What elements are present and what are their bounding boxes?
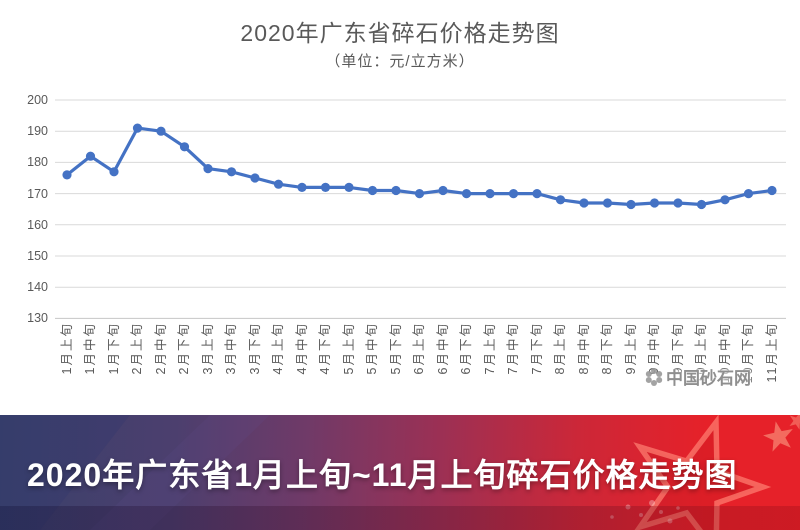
banner-title: 2020年广东省1月上旬~11月上旬碎石价格走势图 <box>27 456 738 493</box>
x-category-label: 9月上旬 <box>623 322 638 375</box>
x-category-label: 5月中旬 <box>365 322 379 375</box>
bottom-banner: 2020年广东省1月上旬~11月上旬碎石价格走势图 <box>0 415 800 530</box>
x-category-label: 7月下旬 <box>529 322 544 375</box>
x-category-label: 3月中旬 <box>224 322 238 375</box>
small-star-icon <box>763 421 793 452</box>
data-point-marker <box>649 198 660 208</box>
data-point-marker <box>461 189 472 199</box>
data-point-marker <box>250 173 260 183</box>
data-point-marker <box>226 167 237 177</box>
data-point-marker <box>555 195 566 205</box>
x-category-label: 3月上旬 <box>200 322 215 375</box>
data-point-marker <box>156 126 166 136</box>
sand-stone-net-logo-icon <box>645 367 663 386</box>
x-category-label: 8月中旬 <box>576 322 591 375</box>
data-point-marker <box>602 198 613 208</box>
data-point-marker <box>62 170 72 180</box>
x-category-label: 7月中旬 <box>506 322 520 375</box>
data-point-marker <box>391 185 401 196</box>
data-point-marker <box>132 123 143 133</box>
price-trend-line-chart <box>55 99 786 319</box>
data-point-marker <box>696 199 707 210</box>
watermark-text: 中国砂石网 <box>666 369 751 388</box>
watermark: 中国砂石网 <box>644 364 751 389</box>
x-category-label: 5月下旬 <box>388 322 403 375</box>
data-point-marker <box>485 189 495 199</box>
banner-decor <box>0 415 800 530</box>
y-tick-label: 180 <box>27 155 48 170</box>
y-tick-label: 170 <box>27 186 48 201</box>
x-category-label: 6月下旬 <box>459 322 473 375</box>
x-category-label: 1月下旬 <box>106 322 121 375</box>
x-category-label: 4月上旬 <box>271 322 285 375</box>
x-category-label: 6月中旬 <box>435 322 450 375</box>
tiny-star-icon <box>789 415 800 430</box>
data-point-marker <box>508 189 519 199</box>
x-category-label: 2月上旬 <box>130 322 144 375</box>
x-category-label: 5月上旬 <box>341 322 356 375</box>
data-point-marker <box>85 151 96 161</box>
banner-diagonal-shape <box>0 415 130 530</box>
data-point-marker <box>438 185 448 196</box>
y-tick-label: 150 <box>27 249 48 263</box>
y-tick-label: 130 <box>27 311 48 326</box>
x-category-label: 2月中旬 <box>153 322 168 375</box>
banner-diagonal-shape <box>90 415 270 530</box>
data-point-marker <box>179 142 190 152</box>
x-category-label: 6月上旬 <box>412 322 426 375</box>
x-category-label: 7月上旬 <box>482 322 497 375</box>
data-point-marker <box>344 182 354 192</box>
data-point-marker <box>109 167 119 177</box>
x-category-label: 1月中旬 <box>83 322 97 375</box>
data-point-marker <box>273 179 284 189</box>
price-trend-chart-card: 2020年广东省碎石价格走势图 （单位：元/立方米） 200 190 180 170 1… <box>27 20 786 389</box>
data-point-marker <box>767 185 777 196</box>
data-point-marker <box>673 198 683 208</box>
chart-title: 2020年广东省碎石价格走势图 <box>240 20 560 46</box>
x-category-label: 8月下旬 <box>600 322 614 375</box>
x-category-label: 4月中旬 <box>294 322 309 375</box>
y-tick-label: 190 <box>27 124 48 139</box>
y-tick-label: 160 <box>27 217 48 232</box>
data-point-marker <box>579 198 589 208</box>
data-point-marker <box>626 199 636 210</box>
x-category-label: 3月下旬 <box>247 322 262 375</box>
chart-subtitle: （单位：元/立方米） <box>325 53 475 70</box>
data-point-marker <box>720 195 730 205</box>
data-point-marker <box>414 189 425 199</box>
x-category-label: 8月上旬 <box>553 322 567 375</box>
data-point-marker <box>203 164 213 174</box>
x-category-label: 1月上旬 <box>59 322 74 375</box>
data-point-marker <box>743 189 754 199</box>
y-tick-label: 140 <box>27 280 48 295</box>
x-category-label: 4月下旬 <box>318 322 332 375</box>
data-point-marker <box>297 182 307 192</box>
data-point-marker <box>320 182 331 192</box>
data-point-marker <box>532 189 542 199</box>
data-point-marker <box>367 185 378 196</box>
y-tick-label: 200 <box>27 93 48 107</box>
x-category-label: 11月上旬 <box>764 322 779 383</box>
x-category-label: 2月下旬 <box>177 322 191 375</box>
